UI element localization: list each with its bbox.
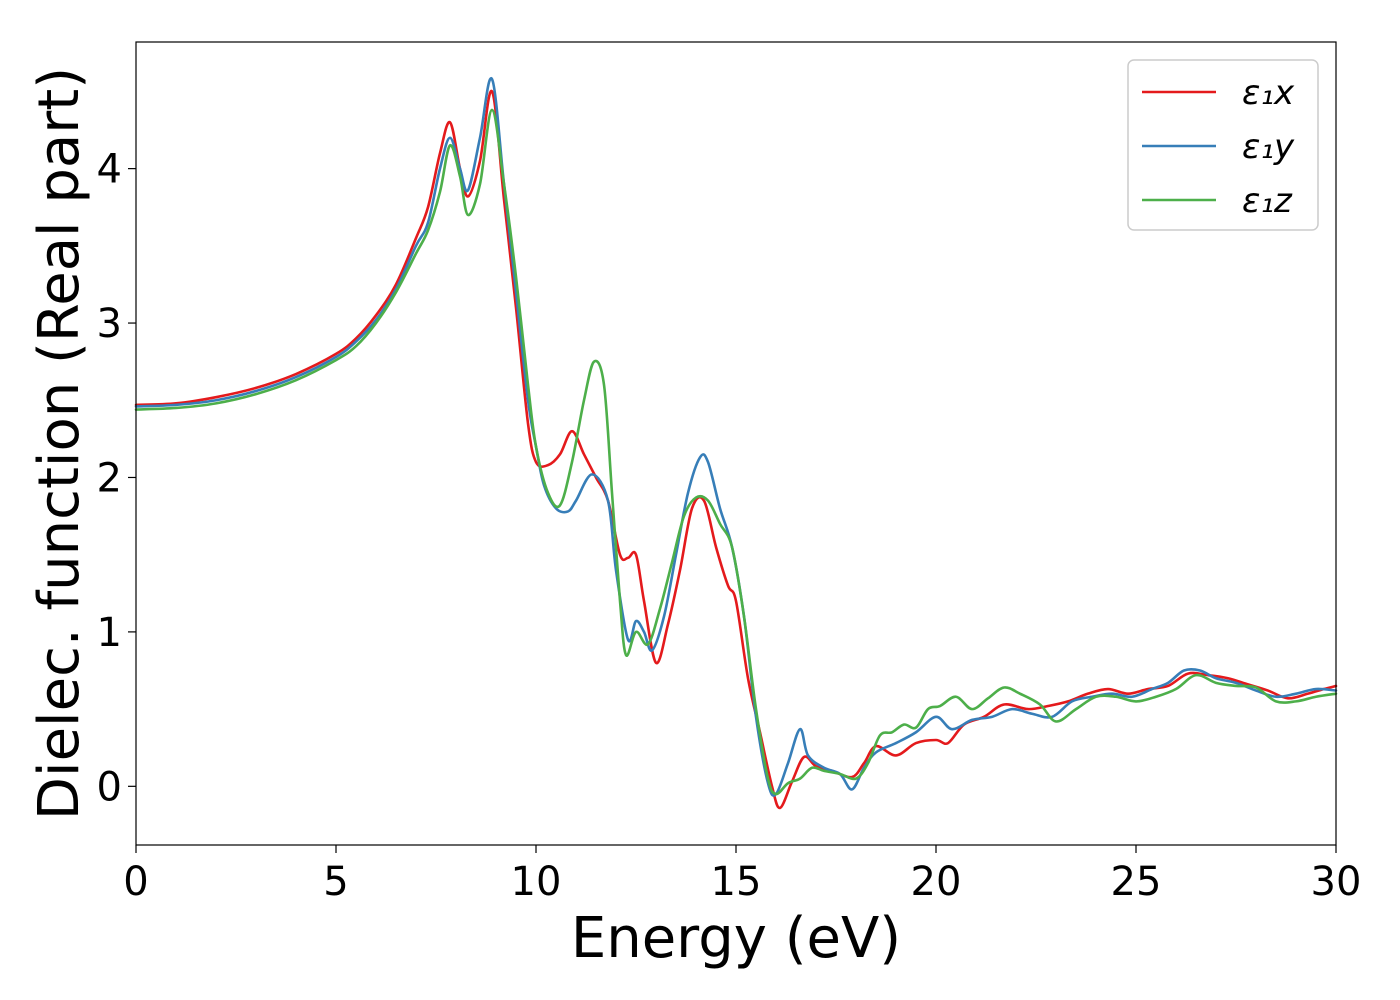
y-axis-label: Dielec. function (Real part)	[27, 67, 92, 820]
y-tick-label: 4	[97, 147, 122, 193]
y-axis: 0 1 2 3 4	[97, 147, 136, 810]
legend-label-eps1-x: ε₁x	[1242, 73, 1295, 113]
legend-entries: ε₁x ε₁y ε₁z	[1142, 73, 1295, 221]
y-tick-label: 0	[97, 764, 122, 810]
x-tick-label: 25	[1111, 859, 1162, 905]
x-axis: 0 5 10 15 20 25 30	[123, 845, 1361, 905]
x-tick-label: 15	[711, 859, 762, 905]
x-tick-label: 10	[511, 859, 562, 905]
x-tick-label: 20	[911, 859, 962, 905]
x-tick-label: 30	[1311, 859, 1362, 905]
series-line-eps1-x	[134, 90, 1338, 810]
series-line-eps1-z	[134, 108, 1338, 796]
series-layer	[134, 77, 1338, 810]
legend-label-eps1-y: ε₁y	[1242, 127, 1295, 167]
legend-box	[1127, 59, 1319, 231]
y-tick-label: 2	[97, 455, 122, 501]
x-axis-label: Energy (eV)	[571, 906, 901, 971]
x-tick-label: 0	[123, 859, 148, 905]
legend-label-eps1-z: ε₁z	[1242, 181, 1293, 221]
x-tick-label: 5	[323, 859, 348, 905]
y-tick-label: 1	[97, 610, 122, 656]
y-tick-label: 3	[97, 301, 122, 347]
legend: ε₁x ε₁y ε₁z	[1127, 59, 1319, 231]
